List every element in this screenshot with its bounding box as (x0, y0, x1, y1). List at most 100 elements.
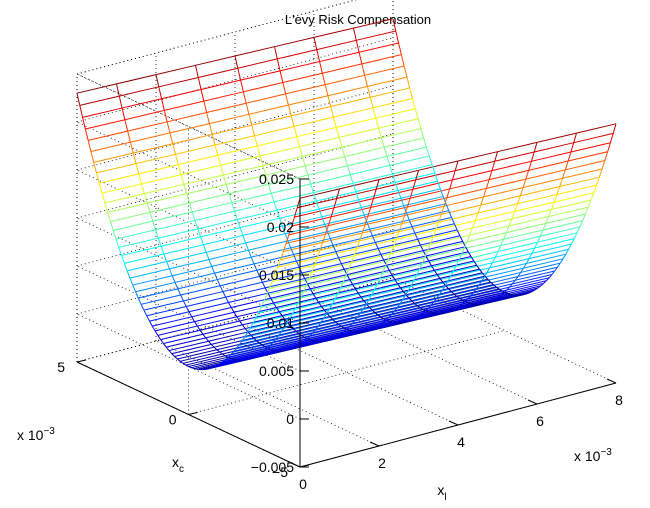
surface-line-y (356, 313, 361, 318)
surface-line-x (205, 328, 246, 339)
surface-line-y (214, 272, 218, 280)
z-tick-label: 0.025 (259, 171, 294, 187)
surface-line-x (347, 155, 388, 167)
surface-line-y (398, 223, 403, 232)
surface-line-x (425, 300, 466, 312)
surface-line-x (449, 267, 490, 278)
surface-line-y (194, 220, 199, 229)
surface-line-y (526, 292, 530, 295)
surface-line-x (392, 164, 433, 175)
surface-line-y (489, 262, 493, 269)
surface-line-y (216, 363, 220, 367)
surface-line-x (197, 219, 238, 230)
surface-line-x (357, 307, 397, 318)
surface-line-y (351, 330, 355, 333)
surface-line-x (256, 260, 297, 271)
surface-line-y (349, 174, 354, 184)
surface-line-y (202, 244, 207, 253)
surface-line-y (358, 199, 362, 208)
surface-line-y (363, 300, 367, 305)
surface-line-y (487, 278, 491, 283)
surface-line-y (280, 327, 285, 333)
surface-line-x (262, 272, 303, 283)
surface-line-y (234, 55, 239, 69)
surface-line-x (267, 283, 308, 294)
surface-line-y (290, 115, 295, 127)
axis-labels: xl xc x 10−3 x 10−3 (17, 426, 612, 503)
surface-line-y (197, 228, 202, 238)
surface-line-x (395, 172, 435, 183)
surface-line-x (208, 249, 249, 260)
surface-line-x (348, 317, 389, 328)
x-axis-label: xl (437, 482, 446, 503)
surface-line-x (230, 345, 270, 356)
surface-line-x (506, 280, 547, 291)
surface-line-y (506, 286, 510, 291)
surface-line-y (373, 284, 378, 291)
surface-line-x (285, 233, 326, 244)
surface-line-y (332, 318, 336, 323)
surface-line-y (469, 227, 473, 236)
surface-line-y (307, 283, 311, 290)
surface-line-x (398, 221, 439, 233)
y-tick-mark (188, 412, 198, 415)
surface-line-y (444, 281, 448, 287)
surface-line-x (192, 202, 232, 213)
surface-line-y (401, 215, 406, 224)
surface-line-x (279, 301, 319, 313)
surface-line-x (554, 192, 594, 203)
surface-line-x (269, 278, 309, 289)
surface-line-y (191, 367, 195, 370)
surface-line-x (369, 219, 410, 230)
surface-line-y (279, 70, 284, 83)
surface-line-y (466, 296, 471, 300)
surface-line-y (325, 225, 329, 235)
surface-line-x (466, 232, 507, 243)
surface-line-x (497, 141, 538, 153)
surface-line-x (238, 335, 279, 346)
surface-line-y (274, 46, 278, 60)
surface-line-x (371, 300, 412, 311)
surface-line-y (431, 265, 435, 271)
surface-line-x (351, 253, 391, 264)
surface-line-y (166, 261, 170, 269)
surface-line-x (160, 329, 201, 341)
surface-line-y (287, 322, 291, 327)
surface-line-y (523, 293, 527, 296)
surface-line-x (413, 271, 454, 282)
surface-line-x (282, 72, 323, 84)
surface-line-y (443, 197, 448, 207)
surface-line-x (182, 353, 223, 364)
axes: −0.005 0 0.005 0.01 0.015 0.02 0.025 0 2 4 6 8 −5 0 5 (57, 171, 623, 492)
surface-line-x (393, 236, 434, 248)
surface-line-y (488, 170, 493, 180)
surface-line-y (483, 188, 487, 198)
surface-line-x (188, 356, 229, 367)
surface-line-y (285, 93, 289, 106)
surface-line-y (391, 274, 396, 280)
surface-line-y (205, 337, 209, 342)
surface-line-x (132, 275, 173, 286)
surface-line-y (604, 151, 609, 161)
surface-line-y (367, 207, 372, 217)
surface-line-y (228, 302, 232, 308)
surface-line-x (180, 351, 220, 362)
surface-line-y (472, 289, 477, 294)
surface-line-x (424, 248, 465, 259)
surface-line-y (185, 306, 190, 313)
surface-line-x (121, 98, 162, 109)
surface-line-y (104, 202, 109, 213)
surface-line-y (200, 236, 204, 245)
surface-line-y (219, 351, 223, 355)
surface-line-y (271, 274, 276, 282)
surface-line-y (224, 355, 229, 358)
surface-line-y (246, 328, 251, 334)
surface-line-y (211, 134, 216, 146)
surface-line-x (445, 275, 486, 286)
surface-line-x (243, 82, 283, 93)
surface-line-y (280, 251, 284, 260)
surface-line-y (387, 253, 392, 261)
x-exponent-label: x 10−3 (574, 447, 612, 464)
surface-line-y (415, 269, 420, 277)
surface-line-y (433, 269, 438, 275)
